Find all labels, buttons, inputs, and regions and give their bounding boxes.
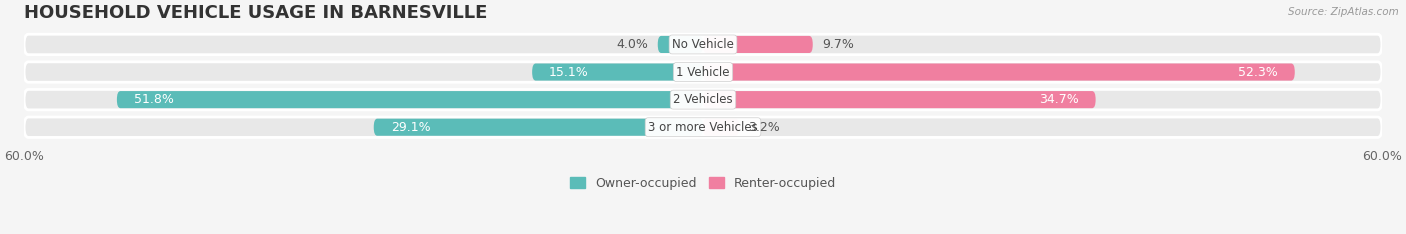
Text: 3 or more Vehicles: 3 or more Vehicles	[648, 121, 758, 134]
FancyBboxPatch shape	[531, 63, 703, 80]
FancyBboxPatch shape	[24, 62, 1382, 82]
FancyBboxPatch shape	[703, 91, 1095, 108]
Text: 34.7%: 34.7%	[1039, 93, 1078, 106]
FancyBboxPatch shape	[24, 89, 1382, 110]
Text: 3.2%: 3.2%	[748, 121, 780, 134]
FancyBboxPatch shape	[703, 119, 740, 136]
Text: 1 Vehicle: 1 Vehicle	[676, 66, 730, 79]
FancyBboxPatch shape	[703, 63, 1295, 80]
Text: 51.8%: 51.8%	[134, 93, 174, 106]
Text: 9.7%: 9.7%	[821, 38, 853, 51]
Text: Source: ZipAtlas.com: Source: ZipAtlas.com	[1288, 7, 1399, 17]
Text: 15.1%: 15.1%	[550, 66, 589, 79]
FancyBboxPatch shape	[703, 36, 813, 53]
FancyBboxPatch shape	[24, 34, 1382, 55]
FancyBboxPatch shape	[24, 117, 1382, 137]
Text: 2 Vehicles: 2 Vehicles	[673, 93, 733, 106]
Legend: Owner-occupied, Renter-occupied: Owner-occupied, Renter-occupied	[565, 172, 841, 195]
Text: HOUSEHOLD VEHICLE USAGE IN BARNESVILLE: HOUSEHOLD VEHICLE USAGE IN BARNESVILLE	[24, 4, 488, 22]
Text: 29.1%: 29.1%	[391, 121, 430, 134]
Text: No Vehicle: No Vehicle	[672, 38, 734, 51]
Text: 4.0%: 4.0%	[617, 38, 648, 51]
FancyBboxPatch shape	[374, 119, 703, 136]
FancyBboxPatch shape	[117, 91, 703, 108]
Text: 52.3%: 52.3%	[1239, 66, 1278, 79]
FancyBboxPatch shape	[658, 36, 703, 53]
